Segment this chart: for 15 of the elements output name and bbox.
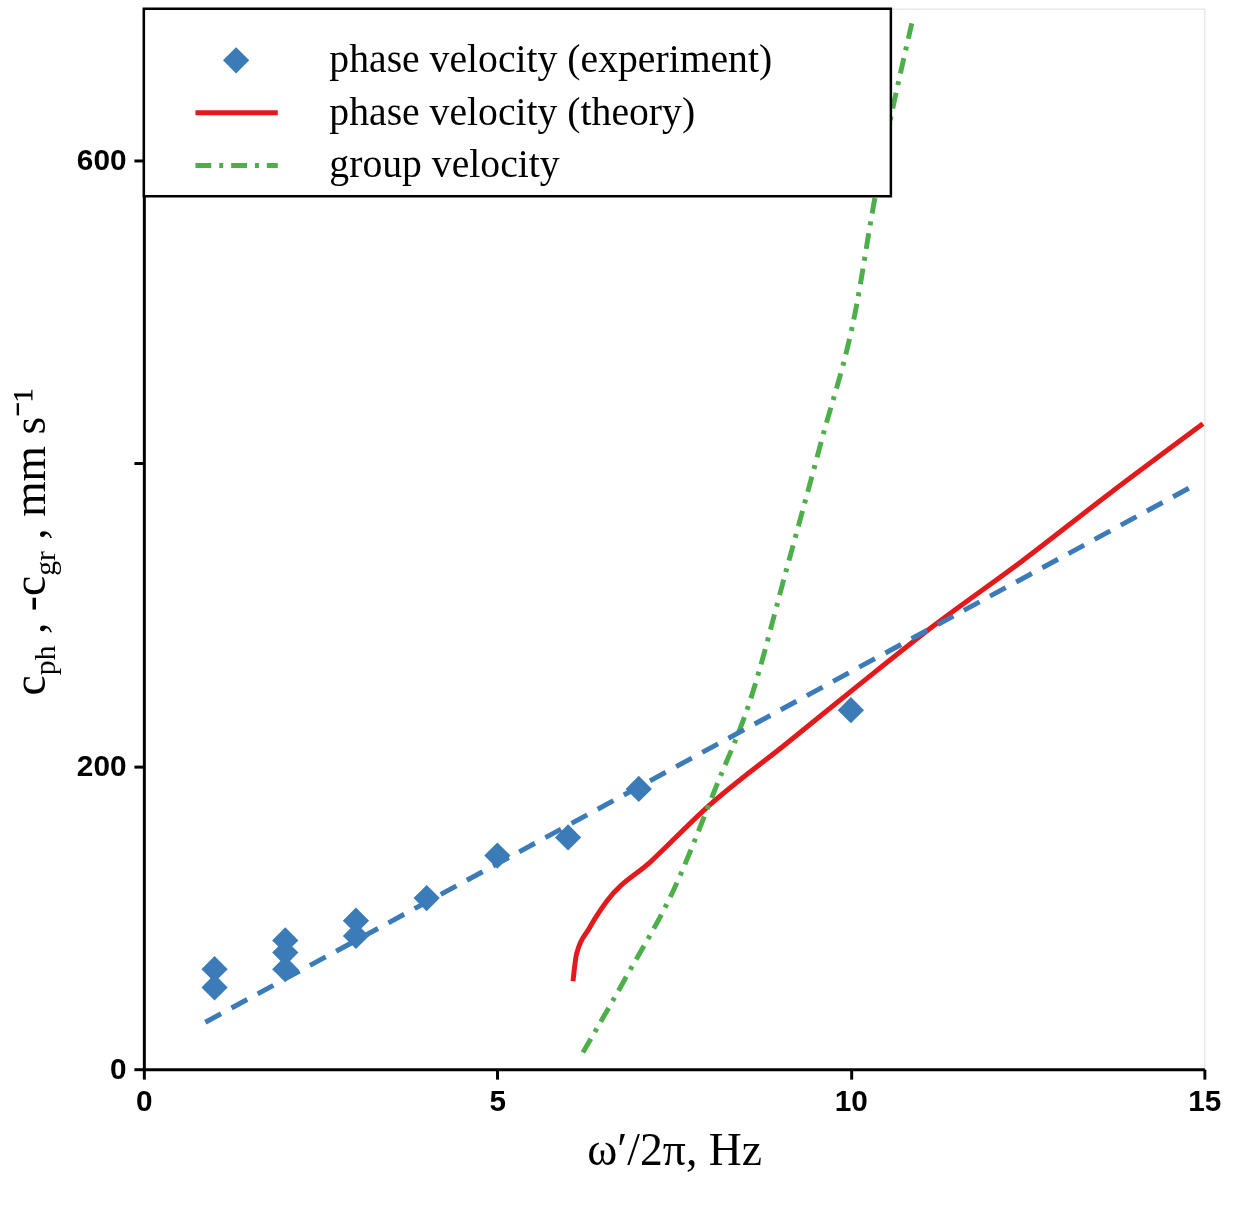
y-tick-label: 600 — [76, 142, 127, 176]
legend-label: phase velocity (experiment) — [329, 37, 773, 82]
legend-label: phase velocity (theory) — [329, 89, 696, 134]
point — [837, 697, 864, 724]
x-tick-label: 0 — [136, 1084, 153, 1118]
line-series — [570, 421, 1206, 984]
point — [554, 824, 582, 851]
x-tick-label: 15 — [1188, 1084, 1222, 1118]
x-tick-label: 5 — [489, 1084, 507, 1118]
x-axis-title: ω′/2π, Hz — [587, 1123, 762, 1175]
x-tick-label: 10 — [834, 1084, 868, 1118]
y-axis-title: cph , -cgr , mm s⁻¹ — [3, 388, 61, 696]
y-tick-label: 200 — [76, 748, 127, 782]
legend-label: group velocity — [329, 142, 560, 187]
y-tick-label: 0 — [109, 1051, 127, 1085]
